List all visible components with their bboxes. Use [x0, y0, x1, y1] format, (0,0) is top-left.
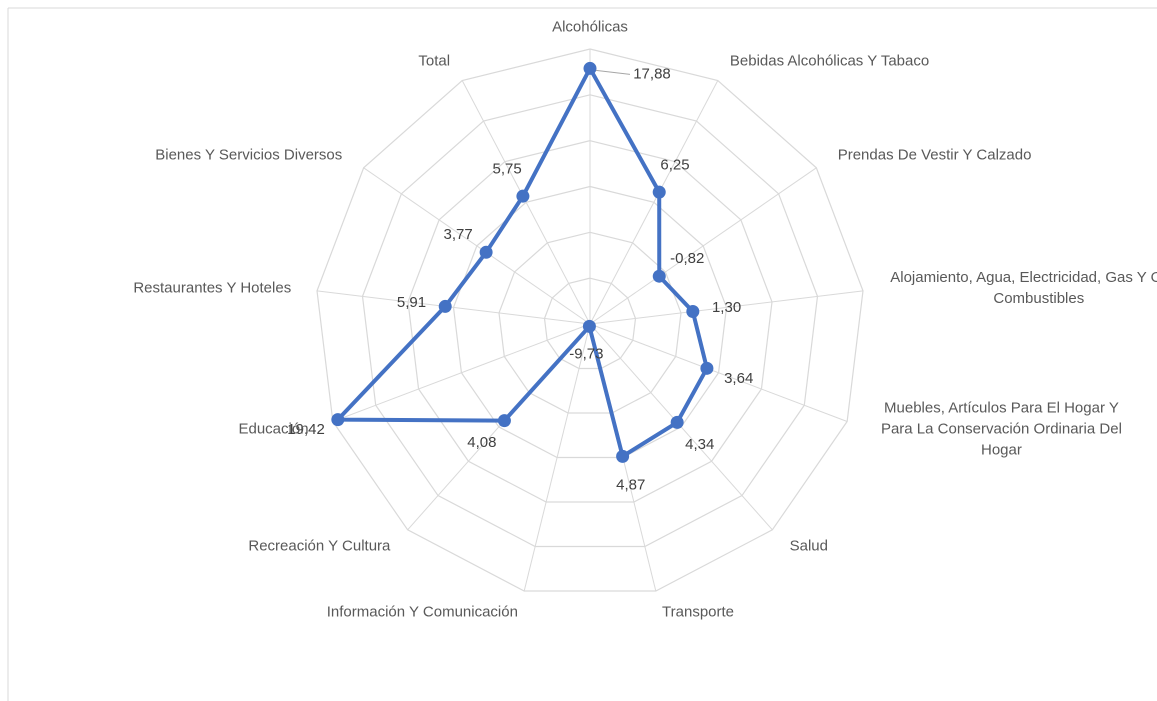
data-label: -0,82 — [670, 250, 704, 267]
data-point — [700, 361, 714, 375]
spoke — [589, 167, 817, 325]
data-point — [670, 415, 684, 429]
data-point — [516, 189, 530, 203]
data-label: 3,64 — [724, 370, 753, 387]
category-label: Alojamiento, Agua, Electricidad, Gas Y O… — [890, 269, 1157, 308]
data-point — [479, 245, 493, 259]
data-point — [497, 414, 511, 428]
spoke — [523, 323, 591, 592]
data-label: 5,91 — [397, 294, 426, 311]
category-label: Restaurantes Y Hoteles — [133, 279, 292, 297]
data-point — [331, 413, 345, 427]
category-label: Transporte — [662, 603, 735, 621]
grid-ring — [361, 94, 819, 548]
category-label: Total — [418, 52, 451, 70]
data-label: 1,30 — [712, 299, 741, 316]
data-point — [582, 319, 596, 333]
spoke — [589, 323, 848, 422]
category-label: Educación — [238, 420, 309, 438]
leader-line — [595, 69, 631, 75]
spoke — [589, 80, 719, 325]
spoke — [461, 80, 591, 325]
category-label: Muebles, Artículos Para El Hogar Y Para … — [880, 399, 1122, 459]
grid-ring — [498, 231, 682, 414]
data-label: 19,42 — [287, 421, 325, 438]
category-label: Información Y Comunicación — [326, 603, 518, 621]
category-label: Recreación Y Cultura — [248, 537, 391, 555]
spoke — [363, 167, 591, 325]
data-point — [652, 185, 666, 199]
spoke — [589, 290, 864, 325]
data-label: 4,08 — [467, 434, 496, 451]
data-label: -9,73 — [569, 345, 603, 362]
spoke — [316, 290, 591, 325]
category-label: Bienes Y Servicios Diversos — [155, 146, 343, 164]
data-point — [616, 449, 630, 463]
data-label: 5,75 — [493, 161, 522, 178]
data-point — [583, 61, 597, 75]
data-point — [686, 305, 700, 319]
data-label: 3,77 — [444, 226, 473, 243]
data-point — [652, 269, 666, 283]
category-label: Bebidas Alcohólicas Y Tabaco — [729, 52, 930, 70]
grid-ring — [407, 140, 773, 503]
data-label: 6,25 — [660, 157, 689, 174]
spoke — [332, 323, 591, 422]
grid-ring — [452, 185, 728, 459]
series-line — [335, 66, 709, 459]
grid-ring — [543, 277, 637, 370]
data-point — [438, 299, 452, 313]
category-label: Prendas De Vestir Y Calzado — [837, 146, 1032, 164]
data-label: 17,88 — [633, 65, 671, 82]
data-label: 4,34 — [685, 436, 714, 453]
category-label: Salud — [789, 537, 828, 555]
grid-ring — [316, 48, 864, 592]
data-label: 4,87 — [616, 476, 645, 493]
category-label: Alcohólicas — [552, 18, 628, 36]
